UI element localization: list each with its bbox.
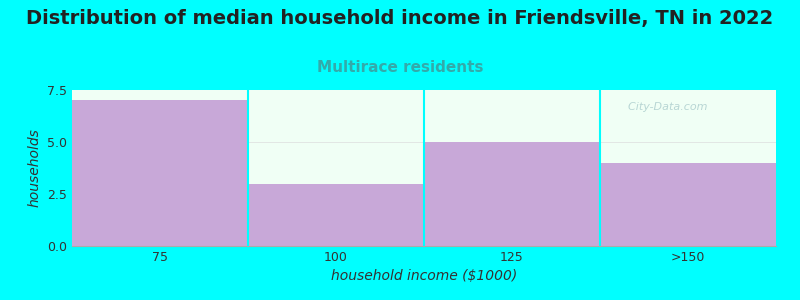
Text: Distribution of median household income in Friendsville, TN in 2022: Distribution of median household income …	[26, 9, 774, 28]
Text: Multirace residents: Multirace residents	[317, 60, 483, 75]
Bar	[72, 100, 248, 246]
Bar	[248, 184, 424, 246]
Y-axis label: households: households	[27, 129, 42, 207]
Bar	[600, 163, 776, 246]
X-axis label: household income ($1000): household income ($1000)	[331, 269, 517, 284]
Bar	[424, 142, 600, 246]
Text: City-Data.com: City-Data.com	[621, 103, 708, 112]
